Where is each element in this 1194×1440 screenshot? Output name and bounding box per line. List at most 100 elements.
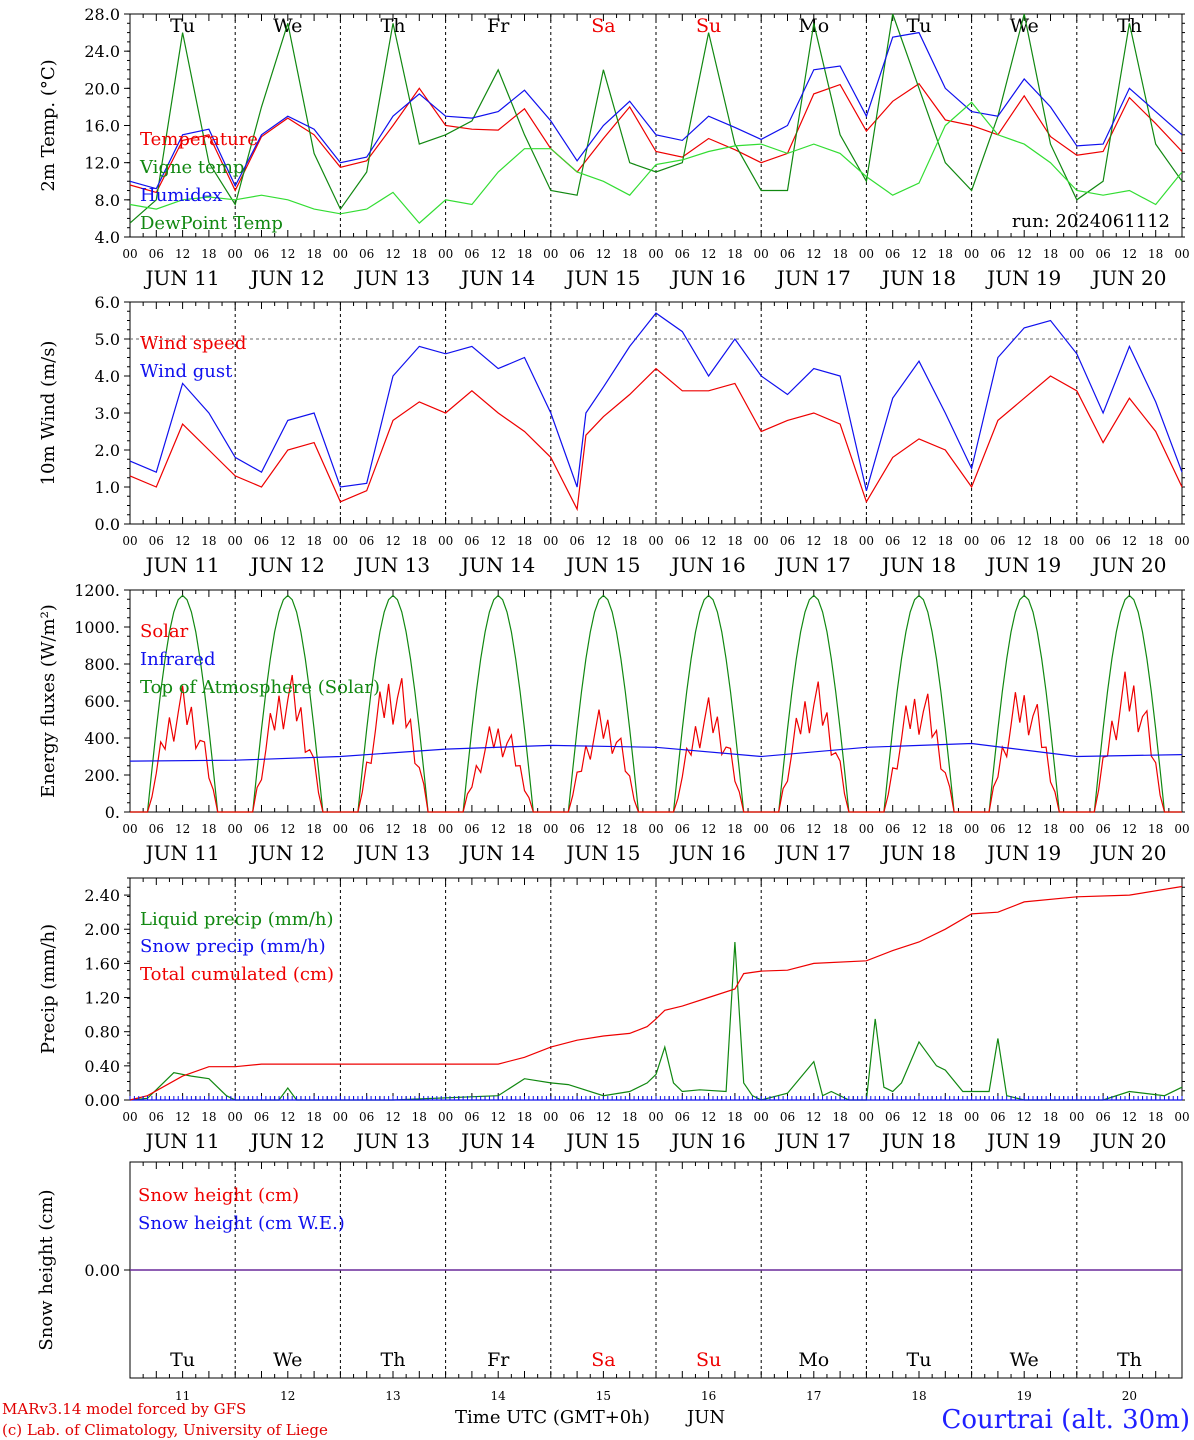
- day-number: 16: [701, 1389, 716, 1403]
- hour-tick-label: 00: [543, 1110, 558, 1124]
- hour-tick-label: 12: [1017, 247, 1032, 261]
- hour-tick-label: 18: [201, 1110, 216, 1124]
- hour-tick-label: 00: [228, 534, 243, 548]
- date-label: JUN 19: [985, 553, 1061, 577]
- day-number: 13: [385, 1389, 400, 1403]
- hour-tick-label: 12: [491, 1110, 506, 1124]
- hour-tick-label: 00: [859, 1110, 874, 1124]
- series-infrared: [129, 742, 1183, 762]
- x-axis-title: Time UTC (GMT+0h): [455, 1407, 650, 1428]
- date-label: JUN 13: [354, 553, 430, 577]
- hour-tick-label: 18: [727, 247, 742, 261]
- day-number: 15: [596, 1389, 611, 1403]
- hour-tick-label: 18: [306, 1110, 321, 1124]
- hour-tick-label: 00: [964, 534, 979, 548]
- date-label: JUN 16: [670, 266, 746, 290]
- hour-tick-label: 00: [1174, 822, 1189, 836]
- series-wind-gust: [129, 312, 1183, 491]
- hour-tick-label: 18: [938, 247, 953, 261]
- hour-tick-label: 18: [622, 247, 637, 261]
- legend-entry: Wind speed: [140, 333, 246, 354]
- hour-tick-label: 06: [569, 822, 584, 836]
- hour-tick-label: 00: [228, 822, 243, 836]
- hour-tick-label: 18: [517, 822, 532, 836]
- hour-tick-label: 00: [754, 1110, 769, 1124]
- hour-tick-label: 00: [122, 534, 137, 548]
- date-label: JUN 19: [985, 266, 1061, 290]
- hour-tick-label: 06: [1095, 1110, 1110, 1124]
- hour-tick-label: 18: [938, 1110, 953, 1124]
- date-label: JUN 15: [564, 553, 640, 577]
- hour-tick-label: 06: [990, 1110, 1005, 1124]
- date-label: JUN 11: [144, 266, 220, 290]
- hour-tick-label: 18: [832, 247, 847, 261]
- hour-tick-label: 12: [911, 534, 926, 548]
- panel-2: 00 06 12 18 00 06 12 18 00 06 12 18 00 06 12 18 00 06 12 18…: [38, 293, 1190, 577]
- date-label: JUN 20: [1090, 841, 1166, 865]
- weekday-label: Mo: [798, 1349, 829, 1371]
- hour-tick-label: 12: [806, 1110, 821, 1124]
- hour-tick-label: 00: [1069, 1110, 1084, 1124]
- weekday-label: Fr: [487, 15, 510, 37]
- hour-tick-label: 12: [385, 1110, 400, 1124]
- hour-tick-label: 06: [780, 822, 795, 836]
- day-number: 14: [491, 1389, 507, 1403]
- hour-tick-label: 00: [438, 1110, 453, 1124]
- legend-entry: Snow height (cm): [138, 1185, 299, 1206]
- y-tick-label: 200.: [84, 766, 120, 785]
- hour-tick-label: 00: [754, 247, 769, 261]
- hour-tick-label: 12: [806, 247, 821, 261]
- y-tick-label: 24.0: [84, 42, 120, 61]
- hour-tick-label: 00: [859, 534, 874, 548]
- legend-entry: DewPoint Temp: [140, 213, 283, 234]
- y-tick-label: 28.0: [84, 5, 120, 24]
- hour-tick-label: 06: [359, 247, 374, 261]
- hour-tick-label: 12: [280, 822, 295, 836]
- hour-tick-label: 12: [175, 1110, 190, 1124]
- hour-tick-label: 06: [675, 247, 690, 261]
- day-number: 11: [175, 1389, 190, 1403]
- hour-tick-label: 00: [333, 822, 348, 836]
- hour-tick-label: 06: [780, 247, 795, 261]
- y-axis-title: 2m Temp. (°C): [38, 59, 59, 191]
- hour-tick-label: 06: [254, 534, 269, 548]
- y-tick-label: 800.: [84, 655, 120, 674]
- legend-entry: Wind gust: [140, 361, 233, 382]
- hour-tick-label: 18: [938, 534, 953, 548]
- hour-tick-label: 06: [464, 822, 479, 836]
- weekday-label: Tu: [907, 1349, 932, 1371]
- y-axis-title: Energy fluxes (W/m²): [38, 604, 59, 798]
- hour-tick-label: 06: [569, 534, 584, 548]
- weekday-label: Fr: [487, 1349, 510, 1371]
- hour-tick-label: 12: [491, 822, 506, 836]
- hour-tick-label: 00: [122, 822, 137, 836]
- hour-tick-label: 12: [911, 247, 926, 261]
- hour-tick-label: 00: [754, 534, 769, 548]
- hour-tick-label: 06: [885, 534, 900, 548]
- hour-tick-label: 06: [675, 1110, 690, 1124]
- y-tick-label: 0.00: [84, 1091, 120, 1110]
- hour-tick-label: 18: [412, 822, 427, 836]
- y-tick-label: 4.0: [95, 367, 120, 386]
- hour-tick-label: 06: [359, 534, 374, 548]
- y-tick-label: 4.0: [95, 228, 120, 247]
- hour-tick-label: 00: [333, 534, 348, 548]
- hour-tick-label: 00: [228, 247, 243, 261]
- hour-tick-label: 06: [990, 247, 1005, 261]
- y-tick-label: 1000.: [74, 618, 120, 637]
- hour-tick-label: 00: [122, 247, 137, 261]
- y-tick-label: 2.40: [84, 886, 120, 905]
- hour-tick-label: 12: [701, 1110, 716, 1124]
- date-label: JUN 14: [459, 553, 535, 577]
- date-label: JUN 19: [985, 841, 1061, 865]
- hour-tick-label: 00: [1174, 1110, 1189, 1124]
- weekday-label: We: [1010, 1349, 1039, 1371]
- hour-tick-label: 00: [964, 822, 979, 836]
- hour-tick-label: 06: [359, 1110, 374, 1124]
- hour-tick-label: 06: [149, 247, 164, 261]
- date-label: JUN 17: [775, 841, 851, 865]
- hour-tick-label: 18: [201, 534, 216, 548]
- hour-tick-label: 06: [149, 1110, 164, 1124]
- series-wind-speed: [129, 367, 1183, 512]
